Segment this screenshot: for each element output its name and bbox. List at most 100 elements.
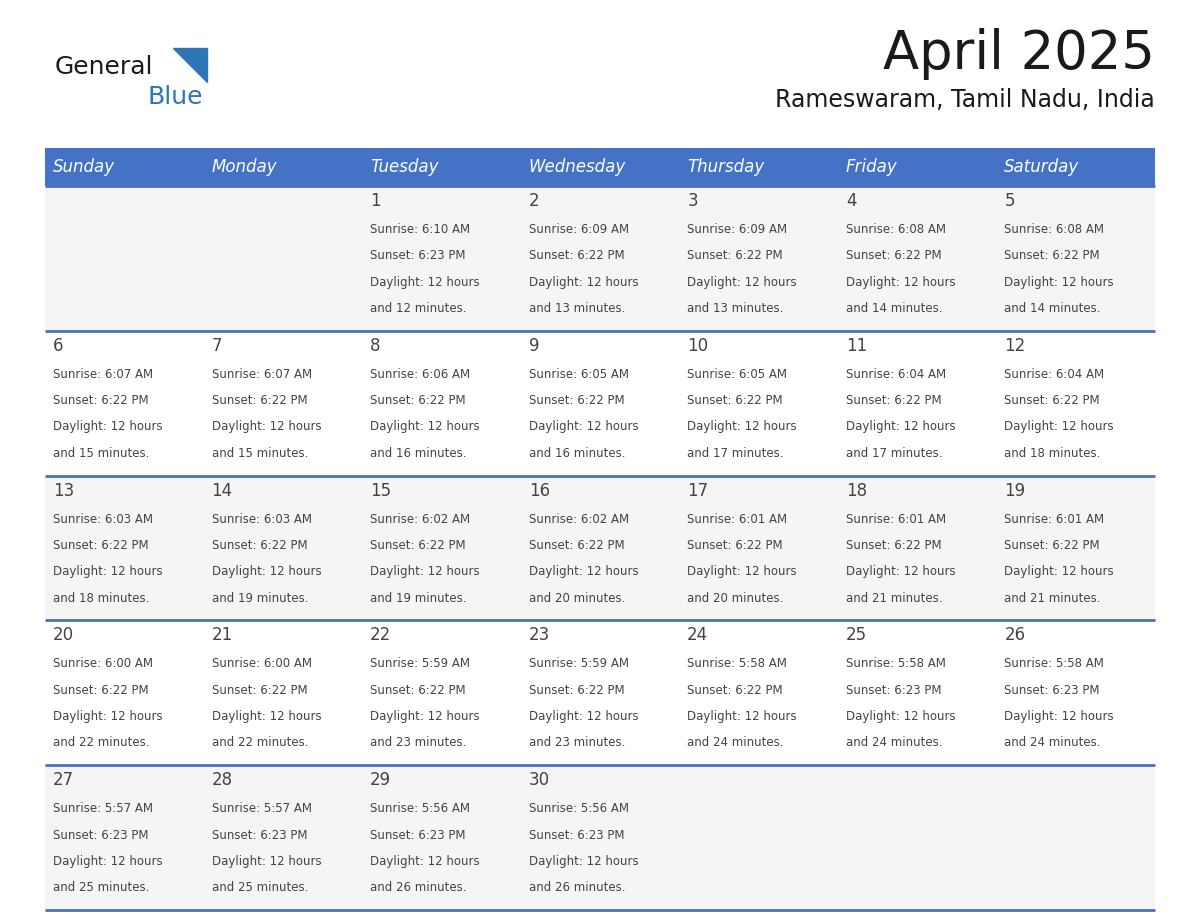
Bar (997, 330, 1155, 476)
Text: Sunset: 6:22 PM: Sunset: 6:22 PM (529, 250, 624, 263)
Text: 30: 30 (529, 771, 550, 789)
Text: Sunrise: 6:02 AM: Sunrise: 6:02 AM (529, 512, 628, 526)
Bar (362, 330, 520, 476)
Bar (203, 766, 362, 910)
Bar (520, 148, 680, 186)
Text: 23: 23 (529, 626, 550, 644)
Text: and 26 minutes.: and 26 minutes. (529, 881, 625, 894)
Bar (997, 186, 1155, 330)
Bar (203, 476, 362, 621)
Text: Daylight: 12 hours: Daylight: 12 hours (687, 275, 797, 288)
Text: and 26 minutes.: and 26 minutes. (371, 881, 467, 894)
Text: Sunset: 6:22 PM: Sunset: 6:22 PM (846, 250, 941, 263)
Bar (838, 186, 997, 330)
Text: Sunset: 6:22 PM: Sunset: 6:22 PM (687, 250, 783, 263)
Text: and 18 minutes.: and 18 minutes. (1004, 447, 1101, 460)
Polygon shape (173, 48, 207, 82)
Text: Sunrise: 6:08 AM: Sunrise: 6:08 AM (1004, 223, 1105, 236)
Text: Daylight: 12 hours: Daylight: 12 hours (1004, 275, 1114, 288)
Text: and 19 minutes.: and 19 minutes. (371, 591, 467, 605)
Text: April 2025: April 2025 (883, 28, 1155, 80)
Text: Sunset: 6:22 PM: Sunset: 6:22 PM (371, 684, 466, 697)
Text: Sunset: 6:22 PM: Sunset: 6:22 PM (687, 539, 783, 552)
Text: Sunset: 6:22 PM: Sunset: 6:22 PM (1004, 250, 1100, 263)
Text: 16: 16 (529, 482, 550, 499)
Text: Sunrise: 6:10 AM: Sunrise: 6:10 AM (371, 223, 470, 236)
Text: and 25 minutes.: and 25 minutes. (211, 881, 308, 894)
Bar (203, 148, 362, 186)
Text: Daylight: 12 hours: Daylight: 12 hours (1004, 710, 1114, 723)
Bar (838, 476, 997, 621)
Text: Sunrise: 6:04 AM: Sunrise: 6:04 AM (1004, 368, 1105, 381)
Text: and 22 minutes.: and 22 minutes. (211, 736, 308, 749)
Text: Sunrise: 6:01 AM: Sunrise: 6:01 AM (1004, 512, 1105, 526)
Bar (362, 621, 520, 766)
Text: and 21 minutes.: and 21 minutes. (1004, 591, 1101, 605)
Text: Daylight: 12 hours: Daylight: 12 hours (371, 565, 480, 578)
Text: Daylight: 12 hours: Daylight: 12 hours (371, 420, 480, 433)
Text: 25: 25 (846, 626, 867, 644)
Text: and 24 minutes.: and 24 minutes. (687, 736, 784, 749)
Bar (997, 148, 1155, 186)
Text: Sunset: 6:23 PM: Sunset: 6:23 PM (211, 829, 307, 842)
Text: and 15 minutes.: and 15 minutes. (53, 447, 150, 460)
Text: Sunset: 6:22 PM: Sunset: 6:22 PM (211, 684, 308, 697)
Text: and 16 minutes.: and 16 minutes. (529, 447, 625, 460)
Text: Sunrise: 6:09 AM: Sunrise: 6:09 AM (687, 223, 788, 236)
Text: Daylight: 12 hours: Daylight: 12 hours (211, 420, 321, 433)
Text: Wednesday: Wednesday (529, 158, 626, 176)
Bar (680, 476, 838, 621)
Text: Sunrise: 6:03 AM: Sunrise: 6:03 AM (211, 512, 311, 526)
Text: Daylight: 12 hours: Daylight: 12 hours (529, 710, 638, 723)
Text: and 19 minutes.: and 19 minutes. (211, 591, 308, 605)
Bar (45, 621, 203, 766)
Text: and 17 minutes.: and 17 minutes. (846, 447, 942, 460)
Text: Sunrise: 5:56 AM: Sunrise: 5:56 AM (371, 802, 470, 815)
Bar (520, 621, 680, 766)
Bar (45, 766, 203, 910)
Text: Daylight: 12 hours: Daylight: 12 hours (529, 855, 638, 868)
Text: Sunrise: 6:07 AM: Sunrise: 6:07 AM (211, 368, 311, 381)
Bar (838, 330, 997, 476)
Text: Daylight: 12 hours: Daylight: 12 hours (529, 420, 638, 433)
Text: 1: 1 (371, 192, 380, 210)
Text: and 16 minutes.: and 16 minutes. (371, 447, 467, 460)
Text: 13: 13 (53, 482, 74, 499)
Text: Sunrise: 5:58 AM: Sunrise: 5:58 AM (1004, 657, 1104, 670)
Text: and 25 minutes.: and 25 minutes. (53, 881, 150, 894)
Text: and 24 minutes.: and 24 minutes. (846, 736, 942, 749)
Text: Sunset: 6:22 PM: Sunset: 6:22 PM (529, 394, 624, 408)
Bar (838, 766, 997, 910)
Text: Sunrise: 6:07 AM: Sunrise: 6:07 AM (53, 368, 153, 381)
Bar (362, 766, 520, 910)
Text: and 13 minutes.: and 13 minutes. (529, 302, 625, 315)
Text: 19: 19 (1004, 482, 1025, 499)
Bar (680, 621, 838, 766)
Text: and 22 minutes.: and 22 minutes. (53, 736, 150, 749)
Bar (520, 330, 680, 476)
Text: 6: 6 (53, 337, 63, 354)
Text: General: General (55, 55, 153, 79)
Text: Daylight: 12 hours: Daylight: 12 hours (211, 565, 321, 578)
Bar (45, 476, 203, 621)
Text: 9: 9 (529, 337, 539, 354)
Text: and 20 minutes.: and 20 minutes. (687, 591, 784, 605)
Text: Daylight: 12 hours: Daylight: 12 hours (211, 710, 321, 723)
Text: Sunrise: 5:56 AM: Sunrise: 5:56 AM (529, 802, 628, 815)
Text: Sunrise: 6:05 AM: Sunrise: 6:05 AM (529, 368, 628, 381)
Text: Sunrise: 6:01 AM: Sunrise: 6:01 AM (687, 512, 788, 526)
Bar (520, 476, 680, 621)
Text: Daylight: 12 hours: Daylight: 12 hours (53, 420, 163, 433)
Bar (680, 330, 838, 476)
Text: 28: 28 (211, 771, 233, 789)
Text: Daylight: 12 hours: Daylight: 12 hours (371, 275, 480, 288)
Text: Sunset: 6:22 PM: Sunset: 6:22 PM (846, 394, 941, 408)
Text: Daylight: 12 hours: Daylight: 12 hours (529, 565, 638, 578)
Text: and 14 minutes.: and 14 minutes. (1004, 302, 1101, 315)
Text: Daylight: 12 hours: Daylight: 12 hours (846, 710, 955, 723)
Text: Friday: Friday (846, 158, 898, 176)
Text: 3: 3 (687, 192, 697, 210)
Text: Rameswaram, Tamil Nadu, India: Rameswaram, Tamil Nadu, India (776, 88, 1155, 112)
Text: Sunset: 6:23 PM: Sunset: 6:23 PM (1004, 684, 1100, 697)
Text: 15: 15 (371, 482, 391, 499)
